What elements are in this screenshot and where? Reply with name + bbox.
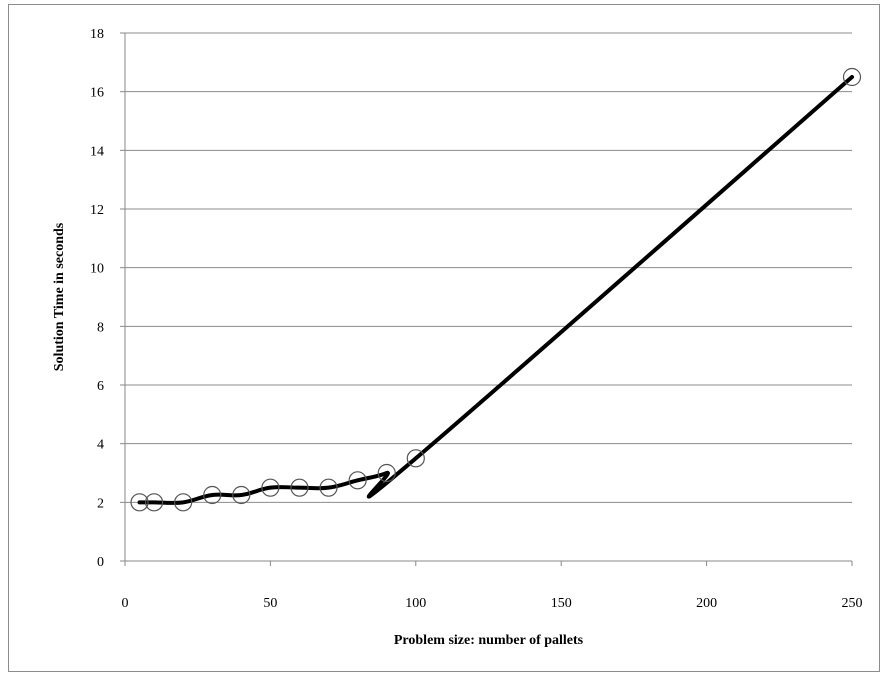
data-point-marker — [377, 463, 396, 483]
x-tick-label: 200 — [696, 596, 717, 611]
data-point-marker — [842, 67, 862, 87]
x-axis-title: Problem size: number of pallets — [394, 633, 584, 648]
x-tick-label: 50 — [263, 596, 277, 611]
data-point-marker — [290, 478, 309, 497]
data-point-marker — [144, 493, 164, 512]
data-point-marker — [406, 449, 425, 468]
x-tick-label: 0 — [122, 596, 129, 611]
x-tick-label: 100 — [405, 596, 426, 611]
data-point-marker — [348, 471, 367, 490]
data-point-marker — [261, 478, 280, 497]
x-tick-label: 250 — [842, 596, 863, 611]
y-tick-labels: 0 2 4 6 8 10 12 14 16 18 — [90, 27, 125, 570]
data-point-marker — [130, 493, 149, 512]
data-point-marker — [319, 478, 338, 497]
axes — [124, 33, 852, 562]
y-tick-label: 10 — [90, 262, 104, 277]
gridlines — [125, 32, 852, 503]
y-tick-label: 6 — [97, 379, 104, 394]
x-tick-labels: 0 50 100 150 200 250 — [122, 561, 863, 611]
data-point-marker — [232, 485, 251, 505]
y-tick-label: 4 — [97, 438, 104, 453]
y-axis-title: Solution Time in seconds — [52, 222, 67, 371]
y-tick-label: 8 — [97, 320, 104, 335]
y-tick-label: 12 — [90, 203, 104, 218]
y-tick-label: 2 — [97, 496, 104, 511]
series — [130, 67, 862, 512]
y-tick-label: 0 — [97, 555, 104, 570]
y-tick-label: 16 — [90, 86, 104, 101]
y-tick-label: 18 — [90, 27, 104, 42]
data-point-marker — [203, 485, 222, 505]
series-line-0 — [137, 75, 854, 505]
y-tick-label: 14 — [90, 144, 104, 159]
x-tick-label: 150 — [551, 596, 572, 611]
data-point-marker — [174, 493, 193, 512]
